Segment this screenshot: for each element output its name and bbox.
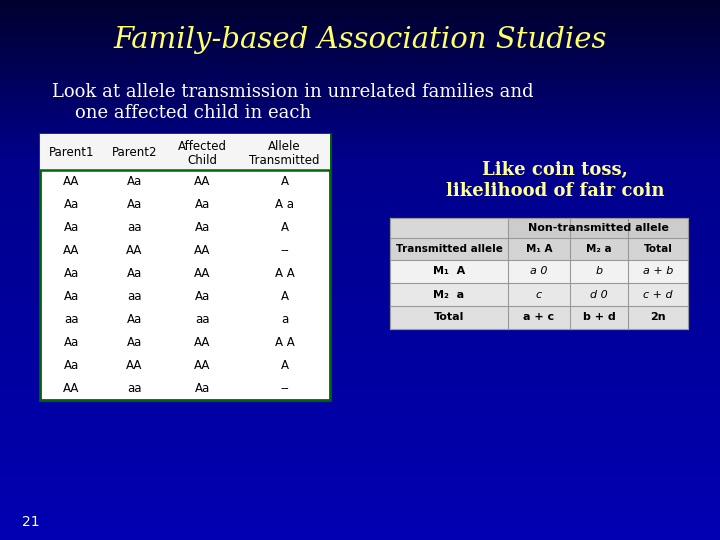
Text: A: A [281, 290, 289, 303]
Text: AA: AA [63, 175, 80, 188]
Text: Aa: Aa [195, 221, 210, 234]
Text: c + d: c + d [643, 289, 672, 300]
Text: aa: aa [127, 221, 142, 234]
Text: likelihood of fair coin: likelihood of fair coin [446, 182, 665, 200]
Text: Aa: Aa [127, 336, 142, 349]
Text: AA: AA [194, 267, 211, 280]
Text: Family-based Association Studies: Family-based Association Studies [113, 26, 607, 54]
Text: 21: 21 [22, 515, 40, 529]
Text: AA: AA [194, 175, 211, 188]
Text: AA: AA [63, 244, 80, 257]
Text: one affected child in each: one affected child in each [75, 104, 311, 122]
Text: Transmitted: Transmitted [249, 154, 320, 167]
Text: Aa: Aa [64, 198, 79, 211]
Text: M₁ A: M₁ A [526, 244, 552, 254]
Bar [40, 134, 330, 400]
Text: Aa: Aa [127, 313, 142, 326]
Bar [390, 260, 688, 283]
Text: A: A [281, 175, 289, 188]
Text: AA: AA [194, 336, 211, 349]
Text: AA: AA [63, 382, 80, 395]
Text: Affected: Affected [178, 140, 227, 153]
Text: 2n: 2n [650, 313, 666, 322]
Bar [390, 306, 688, 329]
Text: Aa: Aa [64, 290, 79, 303]
Text: AA: AA [126, 244, 143, 257]
Text: Aa: Aa [64, 336, 79, 349]
Text: Aa: Aa [64, 359, 79, 372]
Text: Transmitted allele: Transmitted allele [395, 244, 503, 254]
Bar [390, 238, 688, 260]
Text: A A: A A [274, 336, 294, 349]
Text: a + c: a + c [523, 313, 554, 322]
Text: M₂ a: M₂ a [586, 244, 612, 254]
Text: a + b: a + b [643, 267, 673, 276]
Text: Aa: Aa [64, 221, 79, 234]
Text: Parent1: Parent1 [49, 145, 94, 159]
Text: Child: Child [187, 154, 217, 167]
Bar [40, 134, 330, 170]
Text: Aa: Aa [127, 175, 142, 188]
Text: aa: aa [195, 313, 210, 326]
Text: A a: A a [275, 198, 294, 211]
Text: Total: Total [644, 244, 672, 254]
Text: aa: aa [127, 382, 142, 395]
Text: d 0: d 0 [590, 289, 608, 300]
Text: A A: A A [274, 267, 294, 280]
Text: Parent2: Parent2 [112, 145, 157, 159]
Text: Allele: Allele [268, 140, 301, 153]
Text: a 0: a 0 [530, 267, 548, 276]
Text: Look at allele transmission in unrelated families and: Look at allele transmission in unrelated… [52, 83, 534, 101]
Text: M₂  a: M₂ a [433, 289, 464, 300]
Text: AA: AA [126, 359, 143, 372]
Text: A: A [281, 221, 289, 234]
Text: b + d: b + d [582, 313, 616, 322]
Text: Aa: Aa [64, 267, 79, 280]
Text: Like coin toss,: Like coin toss, [482, 161, 628, 179]
Text: aa: aa [64, 313, 78, 326]
Text: Aa: Aa [127, 267, 142, 280]
Text: Aa: Aa [195, 198, 210, 211]
Text: Total: Total [434, 313, 464, 322]
Bar [390, 218, 688, 329]
Bar [390, 218, 508, 238]
Text: A: A [281, 359, 289, 372]
Text: aa: aa [127, 290, 142, 303]
Text: AA: AA [194, 244, 211, 257]
Text: a: a [281, 313, 288, 326]
Text: --: -- [280, 244, 289, 257]
Text: Aa: Aa [195, 382, 210, 395]
Text: AA: AA [194, 359, 211, 372]
Text: b: b [595, 267, 603, 276]
Bar [508, 218, 688, 238]
Text: Non-transmitted allele: Non-transmitted allele [528, 223, 668, 233]
Text: c: c [536, 289, 542, 300]
Bar [390, 283, 688, 306]
Text: --: -- [280, 382, 289, 395]
Text: M₁  A: M₁ A [433, 267, 465, 276]
Text: Aa: Aa [195, 290, 210, 303]
Text: Aa: Aa [127, 198, 142, 211]
